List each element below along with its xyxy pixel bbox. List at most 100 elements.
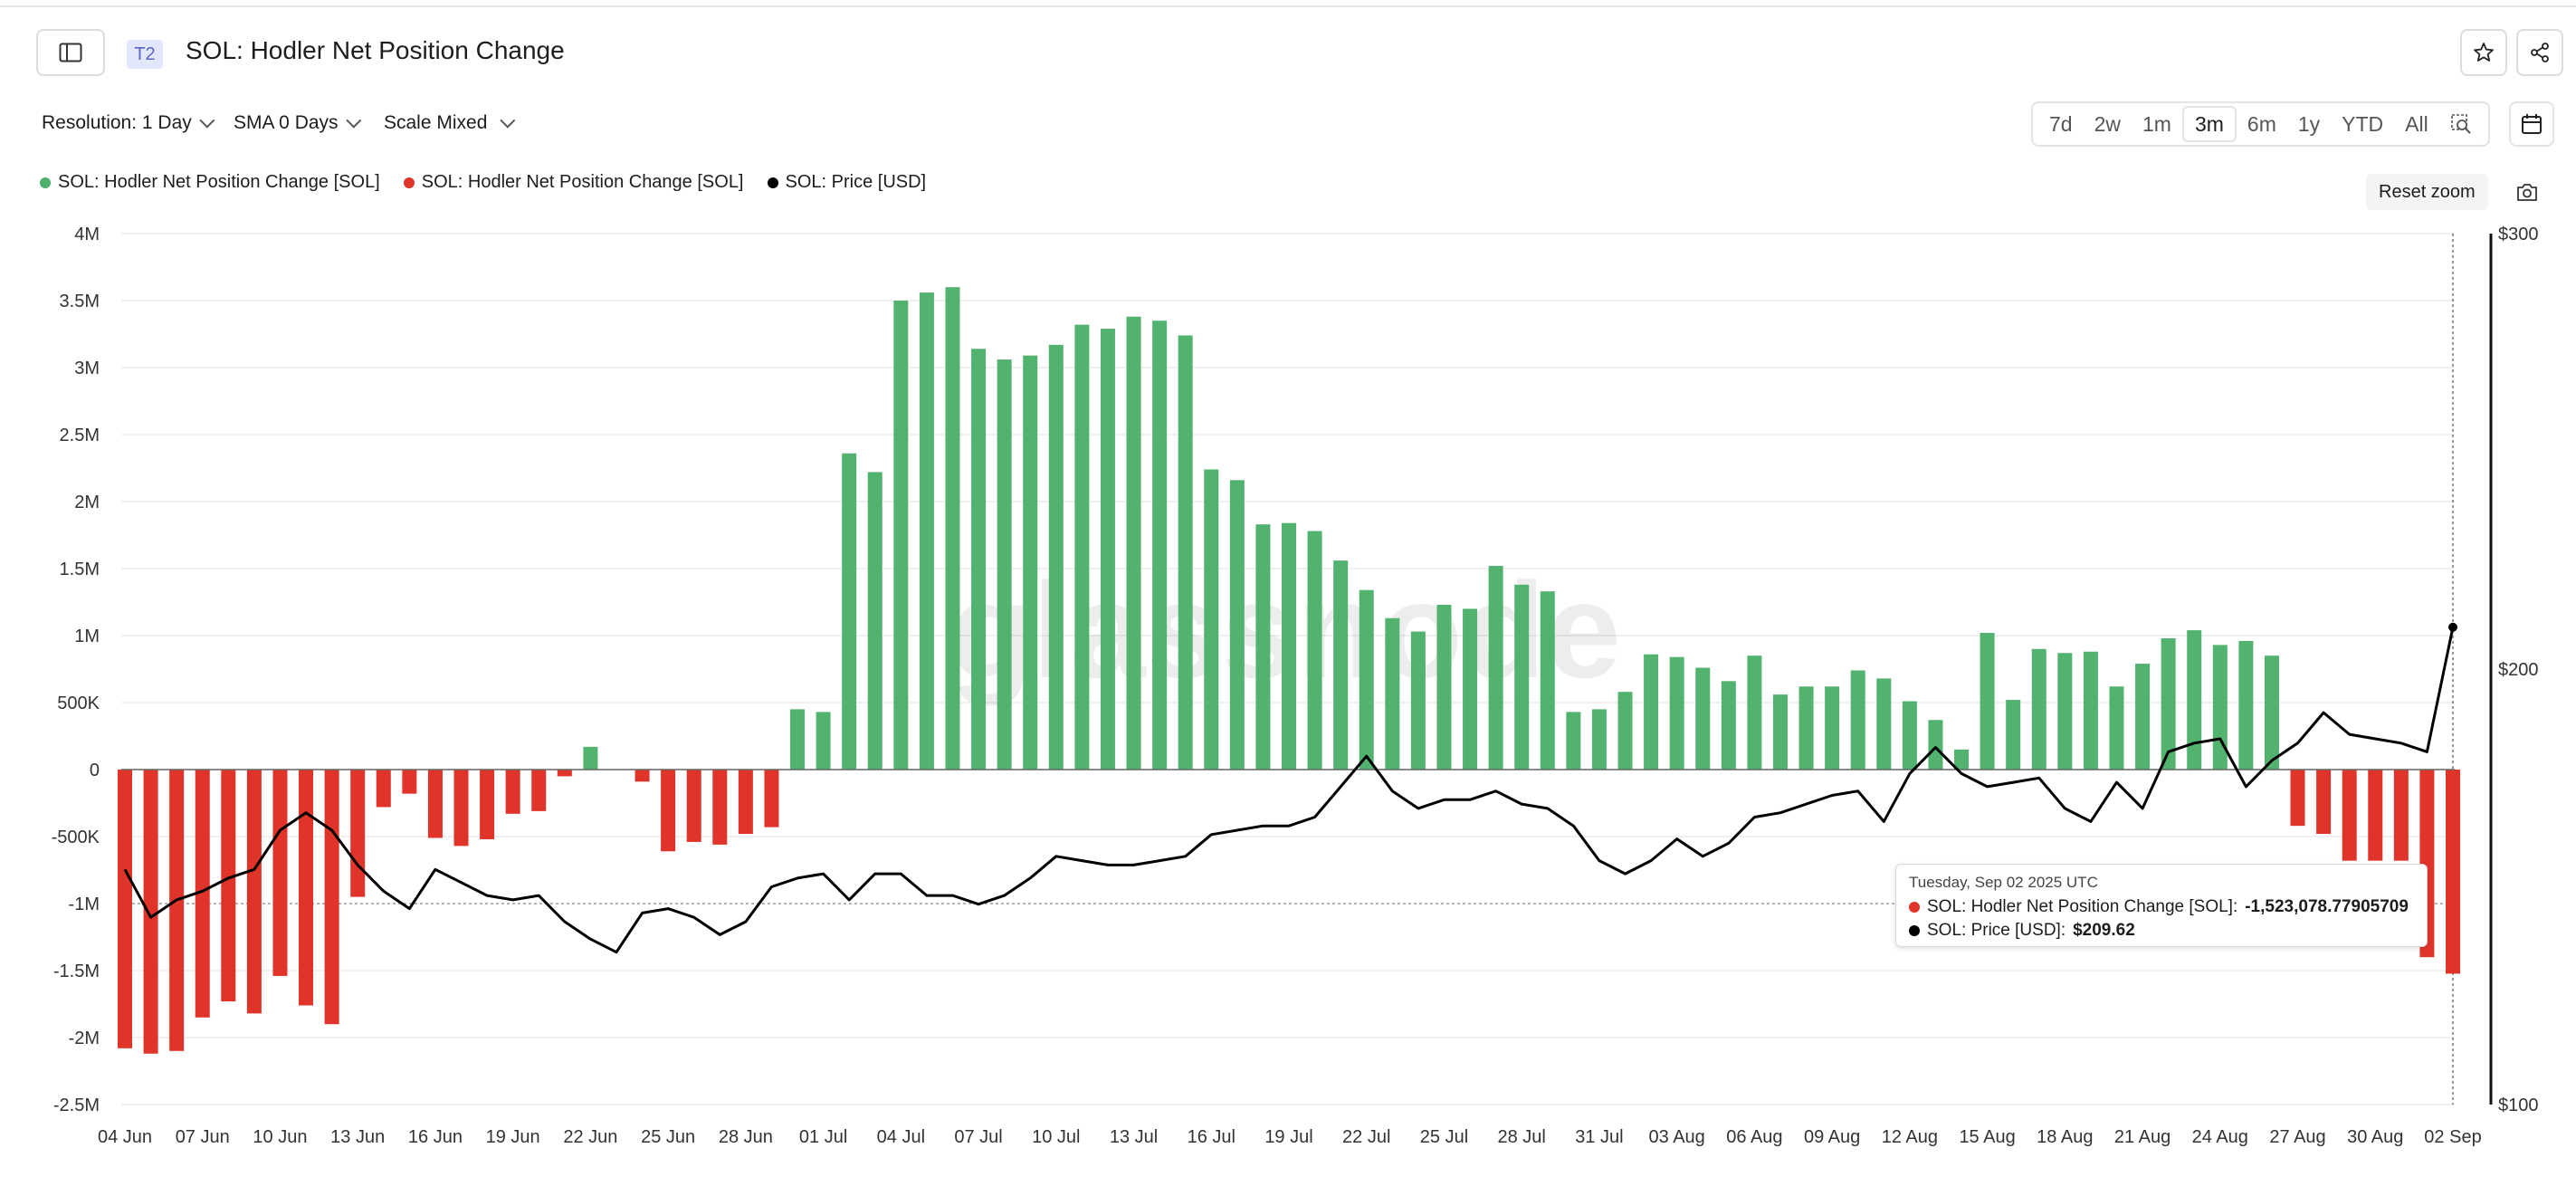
range-ytd[interactable]: YTD: [2342, 111, 2384, 136]
range-all[interactable]: All: [2405, 111, 2428, 136]
tooltip-dot: [1909, 925, 1920, 936]
bar-positive: [1100, 329, 1115, 770]
bar-negative: [2290, 770, 2305, 827]
bar-positive: [1644, 654, 1659, 770]
sidebar-icon: [59, 43, 82, 62]
legend-label: SOL: Price [USD]: [785, 172, 927, 192]
tooltip-row-position: SOL: Hodler Net Position Change [SOL]: -…: [1909, 897, 2414, 917]
range-1m[interactable]: 1m: [2142, 111, 2171, 136]
share-button[interactable]: [2516, 29, 2563, 76]
bar-positive: [1928, 720, 1943, 770]
bar-positive: [1721, 681, 1736, 770]
range-7d[interactable]: 7d: [2049, 111, 2073, 136]
x-tick-label: 13 Jun: [330, 1127, 385, 1147]
bar-positive: [1048, 344, 1064, 770]
bar-positive: [1540, 591, 1555, 770]
x-tick-label: 19 Jun: [486, 1127, 540, 1147]
bar-negative: [453, 770, 469, 847]
x-tick-label: 02 Sep: [2424, 1127, 2481, 1147]
x-tick-label: 18 Aug: [2037, 1127, 2093, 1147]
x-tick-label: 06 Aug: [1726, 1127, 1782, 1147]
favorite-button[interactable]: [2460, 29, 2507, 76]
bar-positive: [1152, 321, 1168, 770]
tooltip-value: $209.62: [2073, 921, 2135, 940]
x-tick-label: 31 Jul: [1575, 1127, 1623, 1147]
legend-dot: [40, 177, 51, 188]
y-tick-label-left: 4M: [74, 225, 100, 244]
bar-positive: [919, 292, 934, 770]
y-tick-label-left: -2M: [69, 1029, 100, 1048]
bar-negative: [324, 770, 339, 1025]
zoom-select-button[interactable]: [2439, 106, 2483, 142]
share-icon: [2531, 43, 2549, 62]
x-tick-label: 10 Jul: [1032, 1127, 1080, 1147]
bar-negative: [376, 770, 391, 808]
x-tick-label: 03 Aug: [1649, 1127, 1705, 1147]
x-tick-label: 28 Jun: [719, 1127, 773, 1147]
x-tick-label: 21 Aug: [2114, 1127, 2171, 1147]
resolution-select[interactable]: Resolution: 1 Day: [42, 112, 215, 134]
bar-positive: [1617, 692, 1633, 770]
y-tick-label-left: 3M: [74, 359, 100, 378]
sidebar-toggle-button[interactable]: [36, 29, 105, 76]
bar-positive: [2006, 700, 2021, 770]
bar-positive: [1669, 656, 1684, 770]
bar-positive: [1850, 670, 1865, 770]
bar-positive: [1488, 566, 1503, 770]
range-6m[interactable]: 6m: [2247, 111, 2276, 136]
bar-negative: [427, 770, 443, 838]
bar-negative: [480, 770, 495, 839]
resolution-label: Resolution: 1 Day: [42, 112, 192, 133]
bar-negative: [2445, 770, 2461, 974]
reset-zoom-button[interactable]: Reset zoom: [2366, 174, 2488, 210]
bar-positive: [971, 349, 987, 770]
bar-positive: [583, 746, 598, 770]
x-tick-label: 10 Jun: [253, 1127, 307, 1147]
bar-positive: [867, 472, 883, 770]
bar-positive: [2187, 630, 2202, 770]
y-tick-label-left: 1M: [74, 627, 100, 646]
bar-positive: [790, 709, 806, 770]
bar-positive: [1902, 701, 1917, 770]
scale-select[interactable]: Scale Mixed: [384, 112, 516, 134]
x-tick-label: 16 Jul: [1188, 1127, 1236, 1147]
bar-positive: [1204, 469, 1219, 770]
bar-positive: [1566, 712, 1581, 770]
bar-positive: [1229, 480, 1245, 770]
y-tick-label-left: -1M: [69, 895, 100, 914]
bar-positive: [1591, 709, 1607, 770]
range-3m[interactable]: 3m: [2181, 106, 2237, 142]
calendar-button[interactable]: [2509, 101, 2554, 147]
range-1y[interactable]: 1y: [2297, 111, 2321, 136]
sma-select[interactable]: SMA 0 Days: [234, 112, 361, 134]
scale-label: Scale Mixed: [384, 112, 488, 133]
screenshot-button[interactable]: [2509, 176, 2545, 208]
legend-item-positive[interactable]: SOL: Hodler Net Position Change [SOL]: [40, 172, 380, 193]
bar-negative: [221, 770, 236, 1002]
bar-negative: [402, 770, 417, 794]
bar-positive: [1023, 355, 1038, 770]
x-tick-label: 27 Aug: [2269, 1127, 2325, 1147]
bar-positive: [1514, 584, 1530, 770]
tier-badge: T2: [127, 40, 163, 69]
y-tick-label-left: 3.5M: [60, 292, 100, 311]
tooltip-label: SOL: Hodler Net Position Change [SOL]:: [1927, 897, 2238, 916]
y-tick-label-right: $100: [2498, 1096, 2539, 1115]
tooltip-row-price: SOL: Price [USD]: $209.62: [1909, 921, 2414, 941]
bar-negative: [557, 770, 572, 777]
x-tick-label: 07 Jun: [176, 1127, 230, 1147]
bar-positive: [1178, 335, 1193, 770]
bar-positive: [2135, 664, 2151, 770]
price-point-marker: [2448, 622, 2457, 632]
range-2w[interactable]: 2w: [2094, 111, 2121, 136]
bar-positive: [1747, 655, 1762, 770]
legend-item-price[interactable]: SOL: Price [USD]: [767, 172, 927, 193]
x-tick-label: 22 Jul: [1342, 1127, 1390, 1147]
bar-positive: [1410, 631, 1426, 770]
y-tick-label-left: -2.5M: [53, 1096, 100, 1115]
x-tick-label: 04 Jul: [877, 1127, 925, 1147]
bar-positive: [2264, 655, 2279, 770]
legend-item-negative[interactable]: SOL: Hodler Net Position Change [SOL]: [403, 172, 744, 193]
y-tick-label-left: 1.5M: [60, 560, 100, 579]
bar-positive: [1436, 604, 1452, 770]
